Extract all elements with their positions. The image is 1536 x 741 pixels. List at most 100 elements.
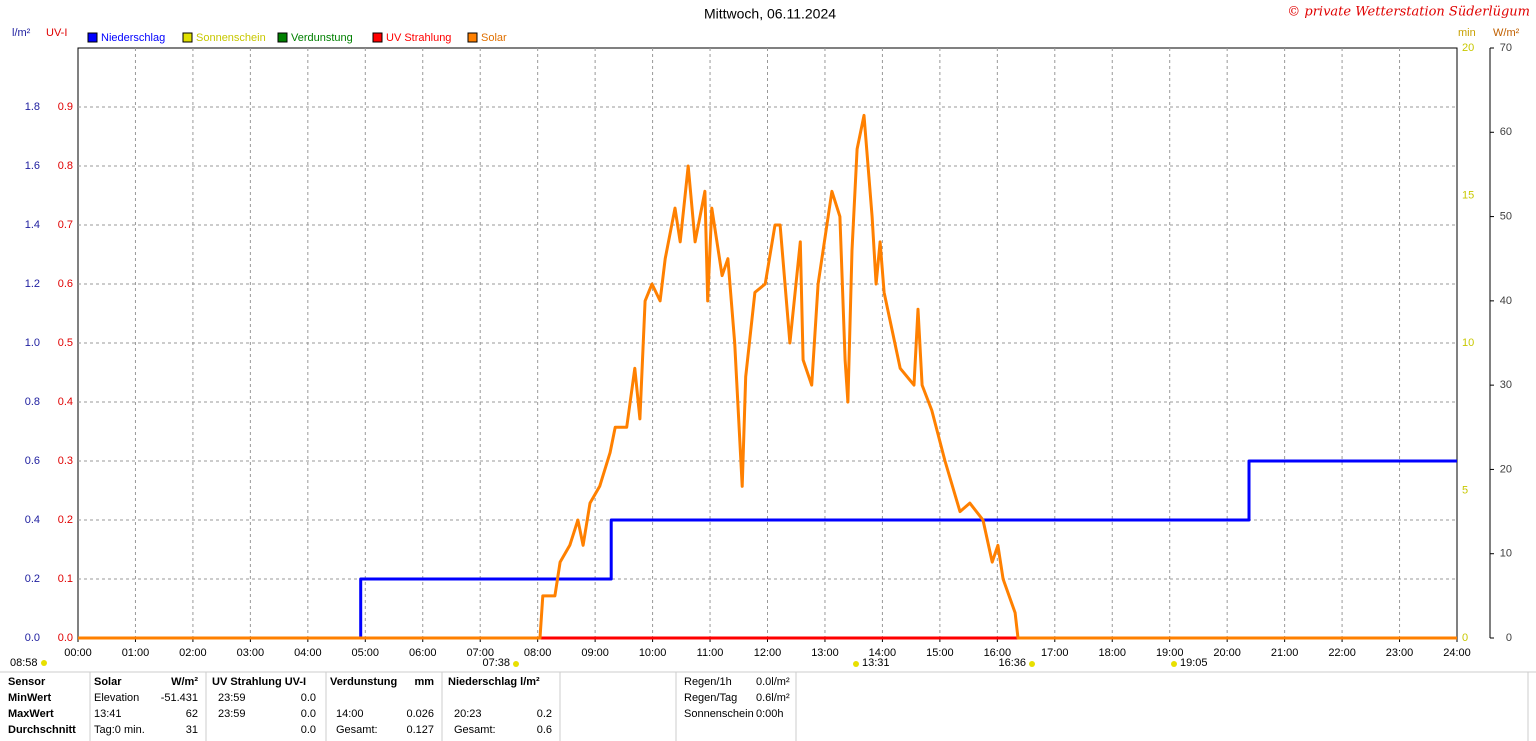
y-tick-label: 0.6 — [25, 455, 40, 467]
y-tick-label: 0.1 — [58, 573, 73, 585]
legend-swatch — [277, 32, 288, 43]
legend-label: Niederschlag — [101, 32, 165, 44]
x-tick-label: 11:00 — [697, 647, 724, 659]
series-line — [78, 113, 1457, 640]
legend-label: Verdunstung — [291, 32, 353, 44]
table-cell: 20:23 — [454, 708, 482, 720]
x-tick-label: 21:00 — [1271, 647, 1299, 659]
table-header: Niederschlag l/m² — [448, 676, 540, 688]
y-tick-label: 20 — [1462, 42, 1474, 54]
copyright: © private Wetterstation Süderlügum — [1287, 5, 1530, 20]
legend-label: Solar — [481, 32, 507, 44]
x-tick-label: 15:00 — [926, 647, 954, 659]
table-cell: 0.6 — [537, 724, 552, 736]
table-cell: 0.0 — [301, 692, 316, 704]
axis-unit: UV-I — [46, 27, 67, 39]
sun-marker — [853, 661, 859, 667]
x-tick-label: 02:00 — [179, 647, 207, 659]
table-header: Solar — [94, 676, 122, 688]
y-tick-label: 10 — [1500, 548, 1512, 560]
y-tick-label: 0.4 — [58, 396, 73, 408]
table-cell: Elevation — [94, 692, 139, 704]
x-tick-label: 07:00 — [466, 647, 494, 659]
x-tick-label: 12:00 — [754, 647, 782, 659]
table-header: W/m² — [171, 676, 198, 688]
y-tick-label: 5 — [1462, 484, 1468, 496]
sun-marker — [513, 661, 519, 667]
legend-label: Sonnenschein — [196, 32, 266, 44]
x-tick-label: 10:00 — [639, 647, 667, 659]
x-tick-label: 01:00 — [122, 647, 150, 659]
x-tick-label: 00:00 — [64, 647, 92, 659]
y-tick-label: 60 — [1500, 126, 1512, 138]
y-tick-label: 0.0 — [58, 632, 73, 644]
sun-marker — [1029, 661, 1035, 667]
info-label: Regen/Tag — [684, 692, 737, 704]
y-tick-label: 0.4 — [25, 514, 40, 526]
table-cell: Gesamt: — [454, 724, 496, 736]
x-tick-label: 14:00 — [869, 647, 897, 659]
table-header: UV Strahlung UV-I — [212, 676, 306, 688]
time-annotation: 07:38 — [482, 657, 510, 669]
x-tick-label: 13:00 — [811, 647, 839, 659]
y-tick-label: 20 — [1500, 463, 1512, 475]
table-cell: 62 — [186, 708, 198, 720]
x-tick-label: 19:00 — [1156, 647, 1184, 659]
y-tick-label: 70 — [1500, 42, 1512, 54]
table-cell: 23:59 — [218, 708, 246, 720]
table-cell: 0.026 — [406, 708, 434, 720]
table-cell: 23:59 — [218, 692, 246, 704]
table-cell: 0.2 — [537, 708, 552, 720]
table-header: Verdunstung — [330, 676, 397, 688]
y-tick-label: 0.3 — [58, 455, 73, 467]
legend-swatch — [87, 32, 98, 43]
y-tick-label: 40 — [1500, 295, 1512, 307]
table-cell: 14:00 — [336, 708, 364, 720]
y-tick-label: 0.9 — [58, 101, 73, 113]
y-tick-label: 0.6 — [58, 278, 73, 290]
table-cell: 31 — [186, 724, 198, 736]
chart-title: Mittwoch, 06.11.2024 — [704, 6, 836, 22]
y-tick-label: 1.6 — [25, 160, 40, 172]
axis-unit: W/m² — [1493, 27, 1520, 39]
legend-swatch — [372, 32, 383, 43]
series-line — [78, 459, 1457, 640]
y-tick-label: 15 — [1462, 189, 1474, 201]
sun-marker — [1171, 661, 1177, 667]
table-header: Sensor — [8, 676, 46, 688]
x-tick-label: 23:00 — [1386, 647, 1414, 659]
y-tick-label: 0.0 — [25, 632, 40, 644]
info-value: 0.6l/m² — [756, 692, 790, 704]
x-tick-label: 09:00 — [581, 647, 609, 659]
y-tick-label: 1.2 — [25, 278, 40, 290]
table-cell: 0.0 — [301, 708, 316, 720]
y-tick-label: 0.8 — [58, 160, 73, 172]
table-header: mm — [414, 676, 434, 688]
y-tick-label: 1.0 — [25, 337, 40, 349]
y-tick-label: 0.7 — [58, 219, 73, 231]
y-tick-label: 10 — [1462, 337, 1474, 349]
table-cell: Durchschnitt — [8, 724, 76, 736]
x-tick-label: 16:00 — [984, 647, 1012, 659]
x-tick-label: 18:00 — [1098, 647, 1126, 659]
time-annotation: 13:31 — [862, 657, 890, 669]
info-label: Regen/1h — [684, 676, 732, 688]
y-tick-label: 0 — [1506, 632, 1512, 644]
x-tick-label: 22:00 — [1328, 647, 1356, 659]
info-label: Sonnenschein — [684, 708, 754, 720]
y-tick-label: 0 — [1462, 632, 1468, 644]
table-cell: MaxWert — [8, 708, 54, 720]
table-cell: Tag:0 min. — [94, 724, 145, 736]
info-value: 0:00h — [756, 708, 784, 720]
table-cell: 13:41 — [94, 708, 122, 720]
axis-unit: l/m² — [12, 27, 31, 39]
y-tick-label: 0.8 — [25, 396, 40, 408]
x-tick-label: 05:00 — [352, 647, 380, 659]
x-tick-label: 24:00 — [1443, 647, 1471, 659]
table-cell: Gesamt: — [336, 724, 378, 736]
y-tick-label: 0.2 — [58, 514, 73, 526]
x-tick-label: 17:00 — [1041, 647, 1069, 659]
x-tick-label: 20:00 — [1213, 647, 1241, 659]
legend-label: UV Strahlung — [386, 32, 451, 44]
